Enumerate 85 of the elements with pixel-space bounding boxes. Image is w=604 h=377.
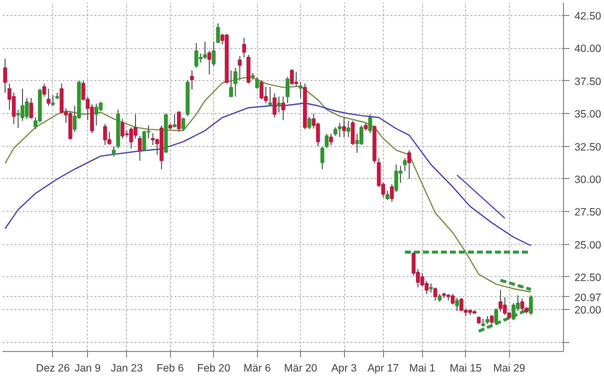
x-tick-label: Mär 6 [244, 362, 271, 374]
y-tick-label: 35.00 [574, 108, 602, 121]
candlestick [234, 67, 238, 98]
candlestick [29, 97, 34, 120]
candlestick [294, 71, 298, 88]
candlestick [24, 97, 29, 120]
candlestick [112, 146, 116, 158]
candlestick [260, 80, 264, 100]
candlestick [177, 110, 181, 132]
candlestick [420, 272, 424, 287]
candlestick [338, 122, 342, 138]
line-series [4, 102, 532, 246]
candlestick [229, 70, 233, 98]
x-tick-label: Feb 6 [156, 362, 184, 374]
candlestick [142, 130, 146, 152]
candlestick [498, 290, 502, 312]
x-tick-label: Dez 26 [36, 362, 70, 374]
candlestick [181, 117, 186, 132]
y-tick-label: 20.97 [574, 292, 602, 304]
x-tick-label: Mai 29 [493, 362, 526, 374]
candlestick [490, 314, 494, 325]
candlestick [129, 126, 134, 149]
y-tick-label: 22.50 [574, 272, 602, 284]
candlestick [272, 92, 276, 118]
candlestick [450, 293, 455, 305]
candlestick [12, 92, 16, 125]
candlestick [502, 296, 507, 316]
candlestick [386, 190, 390, 200]
candlestick [94, 103, 98, 126]
x-tick-label: Apr 17 [367, 362, 399, 374]
candlestick [46, 88, 50, 106]
candlestick [255, 76, 260, 90]
candlestick [3, 58, 8, 94]
candlestick [286, 76, 290, 104]
candlestick [98, 101, 103, 112]
candlestick [528, 294, 533, 316]
x-tick-label: Apr 3 [331, 362, 357, 374]
candlestick [207, 50, 212, 75]
candlestick [138, 135, 142, 162]
candlestick [368, 114, 372, 134]
candlestick [16, 109, 20, 128]
x-tick-label: Jan 23 [110, 362, 143, 374]
x-tick-label: Feb 20 [197, 362, 230, 374]
candlestick [394, 164, 398, 193]
candlestick [346, 120, 350, 138]
candlestick [190, 70, 194, 90]
candlestick [216, 22, 220, 44]
candlestick [198, 52, 203, 64]
y-tick-label: 42.50 [574, 10, 602, 23]
candlestick [242, 37, 246, 58]
candlestick [494, 308, 498, 325]
candlestick [520, 298, 524, 312]
y-tick-label: 27.50 [574, 206, 602, 219]
candlestick [50, 94, 55, 106]
candlestick [429, 283, 433, 294]
candlestick [212, 41, 216, 66]
candlestick [194, 42, 198, 68]
candlestick [238, 56, 242, 80]
x-tick-label: Mai 15 [450, 362, 482, 374]
x-tick-label: Mär 20 [284, 362, 318, 374]
candlestick [42, 83, 46, 98]
candlestick [433, 286, 438, 302]
y-tick-label: 40.00 [574, 43, 602, 56]
y-tick-label: 30.00 [574, 174, 602, 186]
y-tick-label: 32.50 [574, 141, 602, 154]
candlestick [455, 297, 459, 312]
candlestick [307, 116, 312, 130]
candlestick [276, 96, 281, 113]
x-tick-label: Mai 1 [409, 362, 436, 374]
candlestick [172, 114, 176, 128]
y-tick-label: 20.00 [574, 304, 602, 317]
x-tick-label: Jan 9 [74, 362, 101, 374]
candlestick [320, 146, 324, 170]
candlestick [60, 83, 64, 114]
candlestick [350, 120, 355, 146]
candlestick [342, 117, 346, 138]
candlestick [120, 118, 124, 139]
candlestick [268, 86, 272, 106]
y-tick-label: 25.00 [574, 239, 602, 252]
candlestick [281, 96, 286, 121]
candlestick [407, 150, 412, 180]
candlestick [324, 133, 329, 149]
candlestick [329, 133, 333, 146]
candlestick [290, 68, 294, 86]
y-tick-label: 37.50 [574, 76, 602, 88]
